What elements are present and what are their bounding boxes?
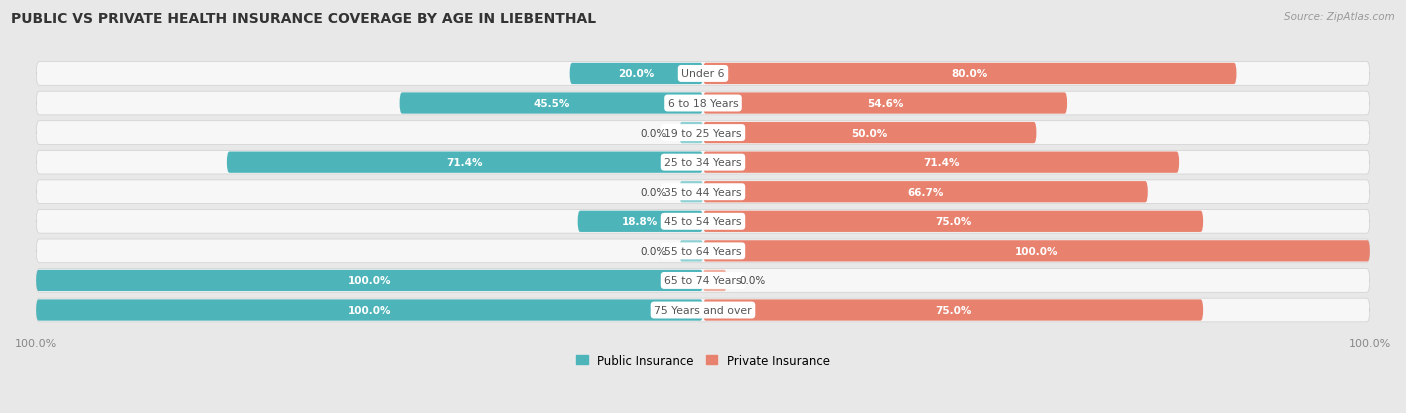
FancyBboxPatch shape — [37, 240, 1369, 263]
FancyBboxPatch shape — [37, 269, 1369, 292]
FancyBboxPatch shape — [679, 123, 703, 144]
FancyBboxPatch shape — [399, 93, 703, 114]
Text: 45.5%: 45.5% — [533, 99, 569, 109]
FancyBboxPatch shape — [569, 64, 703, 85]
FancyBboxPatch shape — [37, 299, 1369, 322]
Text: 18.8%: 18.8% — [623, 217, 658, 227]
Text: 75.0%: 75.0% — [935, 305, 972, 315]
Text: Under 6: Under 6 — [682, 69, 724, 79]
Text: 45 to 54 Years: 45 to 54 Years — [664, 217, 742, 227]
Text: 75 Years and over: 75 Years and over — [654, 305, 752, 315]
FancyBboxPatch shape — [37, 92, 1369, 116]
Text: 54.6%: 54.6% — [868, 99, 903, 109]
FancyBboxPatch shape — [703, 182, 1147, 203]
Text: 35 to 44 Years: 35 to 44 Years — [664, 187, 742, 197]
FancyBboxPatch shape — [703, 300, 1204, 321]
FancyBboxPatch shape — [703, 152, 1180, 173]
Text: 75.0%: 75.0% — [935, 217, 972, 227]
Text: 100.0%: 100.0% — [1015, 246, 1059, 256]
FancyBboxPatch shape — [703, 241, 1369, 262]
Text: 55 to 64 Years: 55 to 64 Years — [664, 246, 742, 256]
FancyBboxPatch shape — [37, 151, 1369, 175]
Text: 100.0%: 100.0% — [347, 305, 391, 315]
Legend: Public Insurance, Private Insurance: Public Insurance, Private Insurance — [571, 349, 835, 371]
FancyBboxPatch shape — [703, 93, 1067, 114]
Text: Source: ZipAtlas.com: Source: ZipAtlas.com — [1284, 12, 1395, 22]
FancyBboxPatch shape — [679, 182, 703, 203]
FancyBboxPatch shape — [37, 270, 703, 292]
FancyBboxPatch shape — [679, 241, 703, 262]
Text: 71.4%: 71.4% — [922, 158, 959, 168]
Text: 6 to 18 Years: 6 to 18 Years — [668, 99, 738, 109]
FancyBboxPatch shape — [578, 211, 703, 233]
FancyBboxPatch shape — [37, 180, 1369, 204]
FancyBboxPatch shape — [703, 211, 1204, 233]
FancyBboxPatch shape — [37, 300, 703, 321]
FancyBboxPatch shape — [226, 152, 703, 173]
FancyBboxPatch shape — [37, 121, 1369, 145]
Text: 71.4%: 71.4% — [447, 158, 484, 168]
FancyBboxPatch shape — [703, 270, 727, 292]
Text: 0.0%: 0.0% — [640, 187, 666, 197]
Text: 0.0%: 0.0% — [640, 246, 666, 256]
Text: 25 to 34 Years: 25 to 34 Years — [664, 158, 742, 168]
FancyBboxPatch shape — [703, 123, 1036, 144]
Text: 20.0%: 20.0% — [619, 69, 654, 79]
Text: 66.7%: 66.7% — [907, 187, 943, 197]
Text: 65 to 74 Years: 65 to 74 Years — [664, 276, 742, 286]
FancyBboxPatch shape — [703, 64, 1236, 85]
FancyBboxPatch shape — [37, 210, 1369, 234]
Text: 80.0%: 80.0% — [952, 69, 988, 79]
Text: PUBLIC VS PRIVATE HEALTH INSURANCE COVERAGE BY AGE IN LIEBENTHAL: PUBLIC VS PRIVATE HEALTH INSURANCE COVER… — [11, 12, 596, 26]
FancyBboxPatch shape — [37, 62, 1369, 86]
Text: 0.0%: 0.0% — [640, 128, 666, 138]
Text: 19 to 25 Years: 19 to 25 Years — [664, 128, 742, 138]
Text: 50.0%: 50.0% — [852, 128, 887, 138]
Text: 0.0%: 0.0% — [740, 276, 766, 286]
Text: 100.0%: 100.0% — [347, 276, 391, 286]
